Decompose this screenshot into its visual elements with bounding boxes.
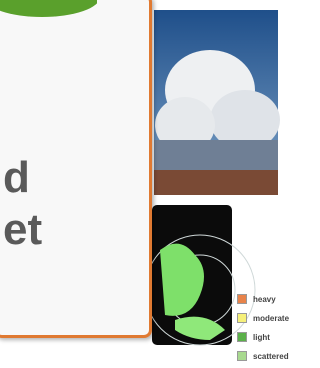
green-shape [0, 0, 97, 21]
legend-label: light [253, 333, 270, 342]
card-line: et [3, 205, 42, 255]
legend-swatch [237, 351, 247, 361]
legend-item: heavy [237, 294, 276, 304]
legend-swatch [237, 294, 247, 304]
card-line: d [3, 153, 30, 203]
legend-label: heavy [253, 295, 276, 304]
legend-item: scattered [237, 351, 289, 361]
radar-image [145, 205, 255, 345]
legend-item: light [237, 332, 270, 342]
legend-swatch [237, 313, 247, 323]
legend-item: moderate [237, 313, 289, 323]
text-card: d et [0, 0, 152, 338]
cloud-photo [154, 10, 280, 195]
legend-label: moderate [253, 314, 289, 323]
legend-label: scattered [253, 352, 289, 361]
legend-swatch [237, 332, 247, 342]
